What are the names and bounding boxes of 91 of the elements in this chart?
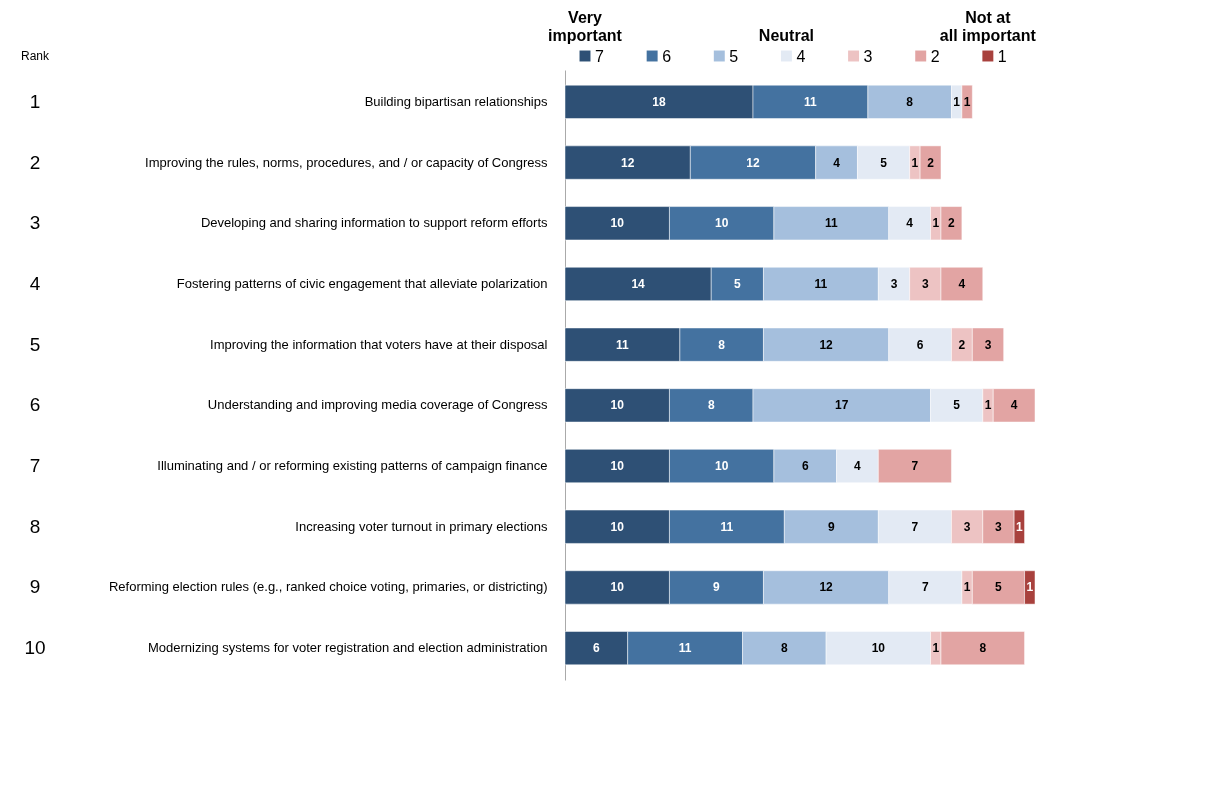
legend-label: 7: [595, 48, 604, 65]
data-label: 8: [979, 641, 987, 656]
data-label: 4: [1010, 398, 1018, 413]
data-label: 7: [911, 459, 919, 474]
data-label: 14: [631, 276, 646, 291]
data-label: 10: [610, 216, 625, 231]
data-label: 8: [780, 641, 788, 656]
data-label: 5: [880, 155, 888, 170]
y-tick-label: Improving the information that voters have at their disposal: [210, 336, 548, 352]
data-label: 6: [801, 459, 809, 474]
data-label: 10: [610, 459, 625, 474]
data-label: 1: [963, 580, 971, 595]
data-label: 10: [714, 216, 729, 231]
data-label: 2: [958, 337, 966, 352]
text: 9: [29, 576, 41, 598]
data-label: 12: [620, 155, 635, 170]
data-label: 1: [1015, 519, 1023, 534]
data-label: 4: [854, 459, 862, 474]
data-label: 11: [678, 641, 692, 656]
data-label: 8: [906, 94, 914, 109]
text: Rank: [20, 49, 51, 63]
data-label: 5: [733, 276, 741, 291]
data-label: 10: [610, 398, 625, 413]
data-label: 6: [592, 641, 600, 656]
legend-label: 3: [863, 48, 873, 65]
data-label: 4: [833, 155, 841, 170]
data-label: 11: [824, 216, 838, 231]
data-label: 1: [953, 94, 961, 109]
data-label: 1: [984, 398, 992, 413]
data-label: 3: [921, 276, 929, 291]
legend-label: 6: [662, 48, 672, 65]
y-tick-label: Modernizing systems for voter registration and election administration: [147, 640, 548, 656]
text: 10: [24, 637, 46, 659]
data-label: 9: [713, 580, 721, 595]
data-label: 4: [906, 216, 914, 231]
y-tick-label: Reforming election rules (e.g., ranked choice voting, primaries, or districting): [108, 579, 548, 595]
text: 6: [29, 394, 41, 416]
data-label: 1: [911, 155, 919, 170]
y-tick-label: Increasing voter turnout in primary elections: [295, 518, 548, 534]
y-tick-label: Understanding and improving media coverage of Congress: [207, 397, 548, 413]
data-label: 10: [610, 580, 625, 595]
data-label: 12: [819, 580, 834, 595]
data-label: 1: [932, 216, 940, 231]
data-label: 3: [890, 276, 898, 291]
data-label: 4: [958, 276, 966, 291]
data-label: 1: [932, 641, 940, 656]
text: 2: [29, 151, 41, 173]
data-label: 10: [871, 641, 886, 656]
data-label: 11: [616, 337, 630, 352]
y-tick-label: Improving the rules, norms, procedures, and / or capacity of Congress: [145, 154, 548, 170]
legend-label: 2: [930, 48, 940, 65]
data-label: 5: [995, 580, 1003, 595]
data-label: 1: [963, 94, 971, 109]
data-label: 5: [953, 398, 961, 413]
data-label: 8: [707, 398, 715, 413]
legend-label: 4: [796, 48, 806, 65]
data-label: 9: [827, 519, 835, 534]
text: 8: [29, 515, 41, 537]
legend-label: 1: [997, 48, 1007, 65]
y-tick-label: Building bipartisan relationships: [364, 93, 548, 109]
data-label: 2: [948, 216, 956, 231]
data-label: 10: [714, 459, 729, 474]
data-label: 17: [835, 398, 849, 413]
data-label: 3: [984, 337, 992, 352]
data-label: 12: [819, 337, 834, 352]
data-label: 7: [911, 519, 919, 534]
legend-label: 5: [729, 48, 739, 65]
y-tick-label: Illuminating and / or reforming existing patterns of campaign finance: [157, 458, 548, 474]
text: Neutral: [758, 27, 814, 44]
y-tick-label: Developing and sharing information to support reform efforts: [200, 215, 548, 231]
data-label: 10: [610, 519, 625, 534]
text: 7: [29, 455, 41, 477]
data-label: 11: [814, 276, 828, 291]
text: 3: [29, 212, 41, 234]
data-label: 6: [916, 337, 924, 352]
data-label: 3: [963, 519, 971, 534]
y-tick-label: Fostering patterns of civic engagement that alleviate polarization: [176, 275, 548, 291]
data-label: 2: [927, 155, 935, 170]
data-label: 11: [720, 519, 734, 534]
text: 5: [29, 333, 41, 355]
data-label: 18: [652, 94, 666, 109]
text: Not at all important: [939, 9, 1037, 44]
text: Very important: [548, 9, 623, 44]
data-label: 3: [995, 519, 1003, 534]
data-label: 11: [804, 94, 818, 109]
data-label: 8: [718, 337, 726, 352]
data-label: 7: [921, 580, 929, 595]
data-label: 1: [1026, 580, 1034, 595]
data-label: 12: [746, 155, 760, 170]
text: 1: [29, 90, 41, 112]
text: 4: [29, 272, 41, 294]
